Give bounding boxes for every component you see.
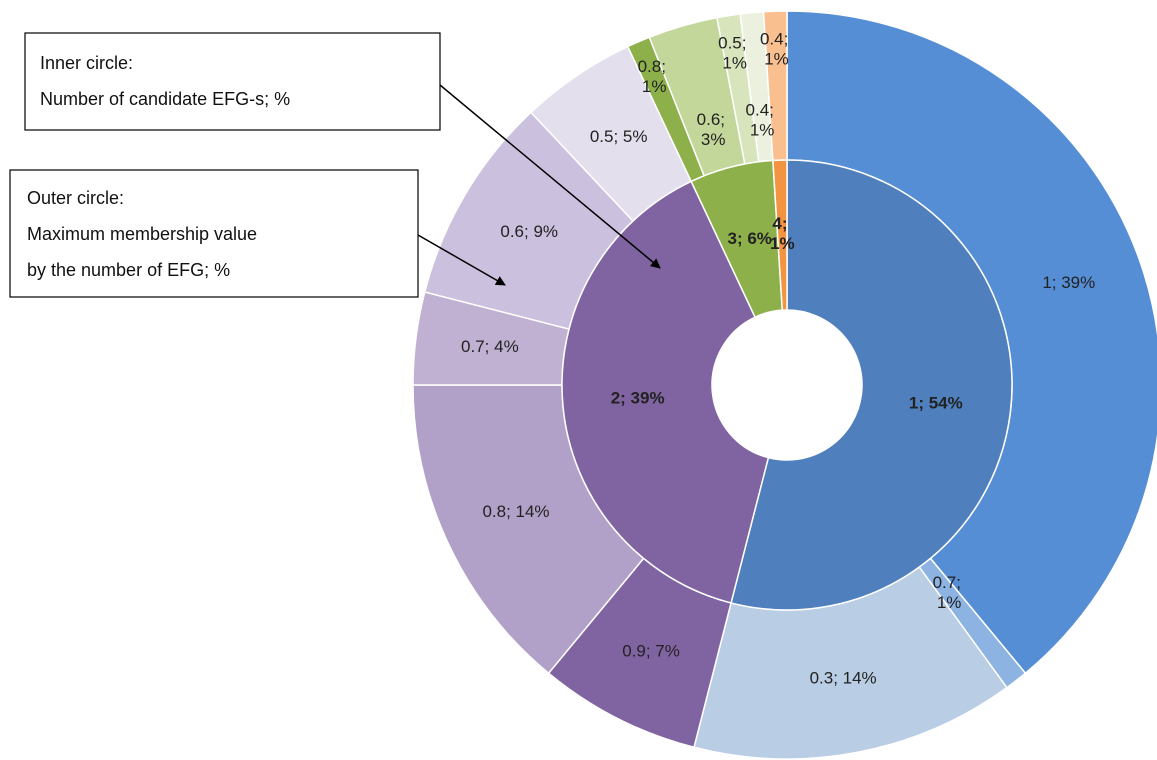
- data-label: 0.8; 14%: [482, 502, 549, 521]
- rings: [412, 10, 1157, 760]
- data-label: 0.7; 1%: [933, 573, 966, 612]
- data-label: 0.4; 1%: [760, 30, 793, 69]
- annotation-text: Maximum membership value: [27, 224, 257, 244]
- annotation-arrow: [417, 234, 506, 286]
- data-label: 0.7; 4%: [461, 337, 519, 356]
- data-label: 3; 6%: [727, 229, 771, 248]
- data-label: 0.3; 14%: [810, 669, 877, 688]
- annotation-arrow: [439, 84, 661, 269]
- annotation-text: by the number of EFG; %: [27, 260, 230, 280]
- data-label: 0.5; 1%: [718, 34, 751, 73]
- data-label: 0.5; 5%: [590, 127, 648, 146]
- labels: 1; 39% 0.7; 1% 0.3; 14% 0.9; 7% 0.8; 14% 0.7;…: [461, 30, 1095, 688]
- data-label: 2; 39%: [611, 389, 665, 408]
- data-label: 0.6; 9%: [500, 222, 558, 241]
- data-label: 0.9; 7%: [622, 641, 680, 660]
- segment: [730, 159, 1013, 611]
- segment: [561, 180, 770, 604]
- annotation-text: Number of candidate EFG-s; %: [40, 89, 290, 109]
- annotation-box: [24, 32, 441, 131]
- data-label: 0.4; 1%: [746, 101, 779, 140]
- data-label: 4; 1%: [770, 215, 795, 254]
- annotation-text: Outer circle:: [27, 188, 124, 208]
- data-label: 1; 39%: [1042, 273, 1095, 292]
- data-label: 0.6; 3%: [697, 110, 730, 149]
- annotation-box: [9, 169, 419, 298]
- data-label: 1; 54%: [909, 393, 963, 412]
- segment: [772, 159, 788, 311]
- data-label: 0.8; 1%: [638, 57, 671, 96]
- annotation-text: Inner circle:: [40, 53, 133, 73]
